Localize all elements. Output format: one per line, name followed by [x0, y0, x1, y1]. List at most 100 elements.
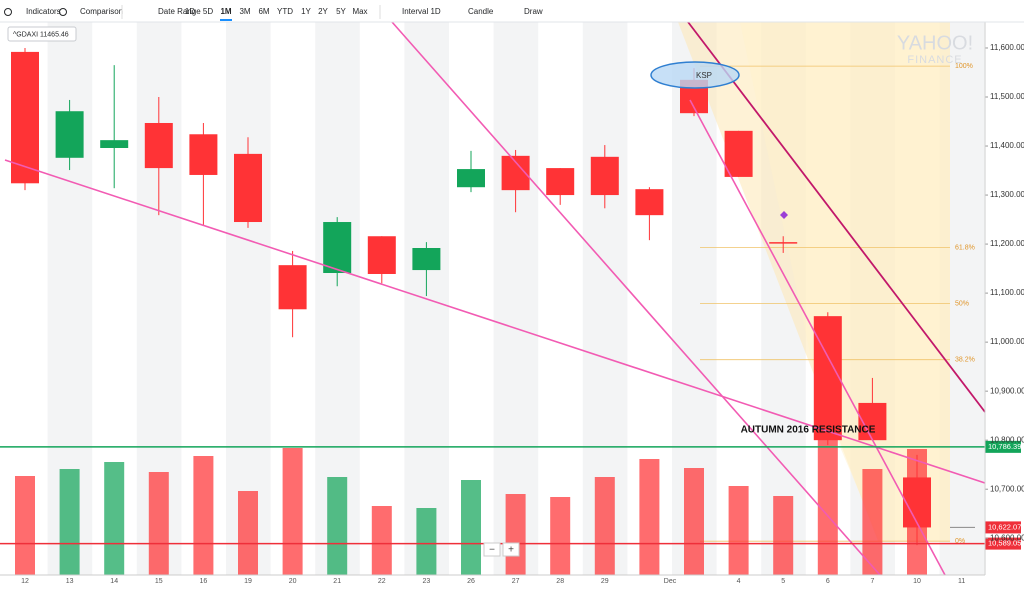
volume-bar [817, 410, 838, 575]
candle-body [234, 153, 262, 223]
resistance-label: AUTUMN 2016 RESISTANCE [741, 425, 876, 436]
x-tick-label: 19 [244, 578, 252, 585]
toolbar-item[interactable]: Max [352, 7, 367, 16]
trend-line [689, 99, 946, 576]
volume-bar [416, 508, 437, 575]
x-tick-label: 23 [423, 578, 431, 585]
y-tick-label: 11,400.00 [990, 141, 1024, 150]
y-tick-label: 11,200.00 [990, 239, 1024, 248]
volume-bar [684, 468, 704, 575]
x-tick-label: Dec [664, 578, 677, 585]
toolbar-item[interactable]: Draw [524, 7, 543, 16]
ksp-ellipse [650, 61, 740, 89]
y-tick-label: 10,700.00 [990, 484, 1024, 493]
y-tick-label: 11,000.00 [990, 337, 1024, 346]
fib-label: 100% [955, 63, 973, 70]
x-tick-label: 21 [333, 578, 341, 585]
toolbar-item[interactable]: 3M [239, 7, 250, 16]
volume-bar [238, 491, 258, 575]
toolbar-item[interactable]: Interval 1D [402, 7, 441, 16]
y-tick-label: 11,300.00 [990, 190, 1024, 199]
volume-bar [15, 476, 35, 575]
toolbar-item[interactable]: Candle [468, 7, 494, 16]
candle-body [813, 316, 842, 441]
candle-body [724, 130, 753, 177]
x-tick-label: 26 [467, 578, 475, 585]
fib-label: 50% [955, 300, 969, 307]
toolbar-item[interactable]: 5Y [336, 7, 346, 16]
level-label: 10,786.39 [988, 442, 1021, 451]
toolbar-item[interactable]: 5D [203, 7, 213, 16]
volume-bar [327, 477, 348, 575]
candle-body [144, 122, 173, 169]
x-tick-label: 29 [601, 578, 609, 585]
candle-body [412, 248, 441, 271]
fib-area [740, 22, 950, 541]
toolbar-item[interactable]: 2Y [318, 7, 328, 16]
x-tick-label: 15 [155, 578, 163, 585]
toolbar-item[interactable]: Indicators [26, 7, 61, 16]
zoom-out-label[interactable]: − [489, 545, 495, 556]
volume-bar [461, 480, 481, 575]
volume-bar [862, 469, 883, 575]
x-tick-label: 7 [870, 578, 874, 585]
volume-bar [505, 494, 526, 575]
volume-bar [728, 486, 749, 575]
watermark: FINANCE [907, 54, 962, 66]
fib-label: 61.8% [955, 244, 975, 251]
volume-bar [773, 496, 794, 575]
last-price-tag [985, 521, 1021, 534]
trend-line [391, 21, 881, 576]
volume-bar [594, 477, 615, 575]
trend-line [687, 21, 986, 413]
zoom-out[interactable] [483, 542, 501, 557]
candle-body [590, 156, 619, 196]
volume-bar [59, 469, 80, 575]
toolbar [0, 0, 1024, 22]
y-tick-label: 11,600.00 [990, 43, 1024, 52]
y-tick-label: 11,500.00 [990, 92, 1024, 101]
x-tick-label: 12 [21, 578, 29, 585]
toolbar-icon [4, 8, 12, 16]
candle-body [100, 140, 129, 148]
y-tick-label: 11,100.00 [990, 288, 1024, 297]
zoom-in-label[interactable]: + [508, 545, 514, 556]
candle-body [769, 242, 798, 244]
toolbar-item[interactable]: 1Y [301, 7, 311, 16]
column-stripe [226, 22, 271, 575]
candle-body [278, 265, 307, 310]
x-tick-label: 27 [512, 578, 520, 585]
volume-bar [371, 506, 392, 575]
toolbar-item[interactable]: Date Range [158, 7, 201, 16]
toolbar-item[interactable]: 1M [220, 7, 231, 16]
x-tick-label: 11 [958, 578, 965, 585]
candle-body [546, 168, 575, 196]
toolbar-icon [59, 8, 67, 16]
x-tick-label: 14 [110, 578, 118, 585]
x-tick-label: 20 [289, 578, 297, 585]
candle-body [635, 189, 664, 216]
marker [780, 211, 788, 219]
volume-bar [550, 497, 571, 575]
toolbar-item[interactable]: YTD [277, 7, 293, 16]
volume-bar [193, 456, 214, 575]
x-tick-label: 13 [66, 578, 74, 585]
candle-body [323, 222, 352, 274]
watermark: YAHOO! [897, 32, 973, 54]
zoom-in[interactable] [502, 542, 520, 557]
candle-body [55, 111, 84, 158]
candle-body [367, 236, 396, 274]
ticker-label: ^GDAXI 11465.46 [13, 31, 69, 38]
x-tick-label: 22 [378, 578, 386, 585]
x-tick-label: 28 [556, 578, 564, 585]
volume-bar [148, 472, 169, 575]
toolbar-item[interactable]: Comparison [80, 7, 123, 16]
column-stripe [493, 22, 539, 575]
toolbar-item[interactable]: 1D [185, 7, 195, 16]
y-tick-label: 10,900.00 [990, 386, 1024, 395]
x-tick-label: 10 [913, 578, 921, 585]
volume-bar [639, 459, 660, 575]
toolbar-item[interactable]: 6M [258, 7, 269, 16]
